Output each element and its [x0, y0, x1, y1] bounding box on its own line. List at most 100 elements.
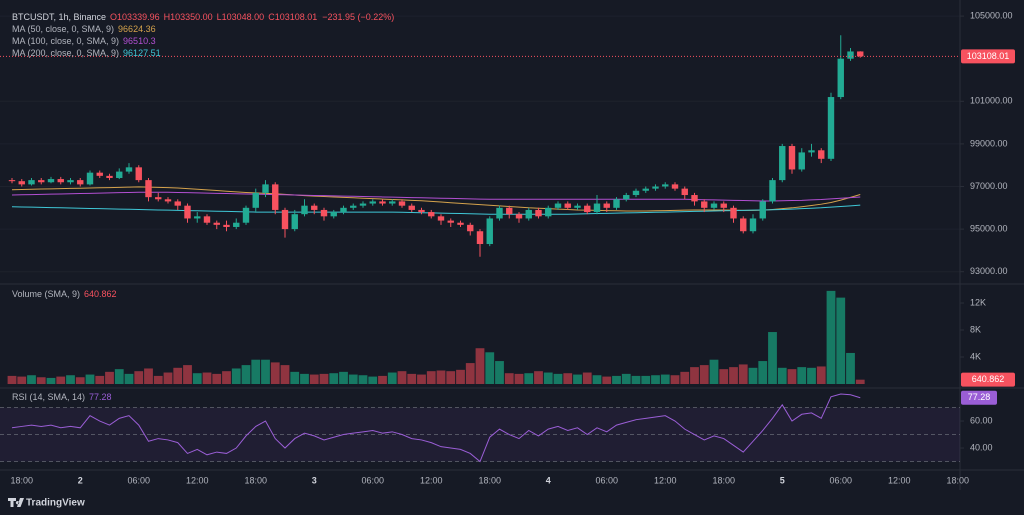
volume-bar: [407, 373, 417, 384]
volume-bar: [75, 377, 85, 384]
legend-value: 77.28: [89, 392, 112, 402]
plot-layer: [0, 35, 960, 463]
volume-bar: [173, 367, 183, 384]
volume-bar: [36, 377, 46, 384]
volume-bar: [456, 369, 465, 384]
volume-bar: [241, 365, 251, 384]
y-tick-label: 4K: [970, 351, 981, 361]
legend-ma: MA (200, close, 0, SMA, 9) 96127.51: [12, 48, 161, 58]
candle-body: [369, 201, 376, 204]
volume-bar: [27, 375, 36, 384]
ma-line: [11, 191, 861, 202]
volume-bar: [485, 352, 495, 384]
volume-bar: [855, 379, 865, 384]
candle-body: [203, 216, 211, 223]
candle-body: [818, 150, 825, 159]
volume-bar: [641, 375, 651, 384]
candle-body: [808, 150, 815, 153]
legend-value: 96624.36: [118, 24, 156, 34]
candle-body: [496, 207, 503, 219]
rsi-label-bg: [961, 390, 997, 405]
volume-bar: [758, 361, 768, 384]
candle-body: [350, 205, 357, 208]
candle-body: [447, 220, 454, 223]
volume-bar: [836, 297, 846, 384]
candle-body: [96, 172, 103, 176]
volume-bar: [582, 372, 592, 384]
volume-bar: [105, 371, 114, 384]
x-tick-label: 06:00: [361, 475, 384, 485]
candle-body: [613, 199, 620, 208]
volume-bar: [114, 369, 124, 384]
x-tick-label: 18:00: [478, 475, 501, 485]
volume-bar: [251, 359, 261, 384]
candle-body: [428, 212, 435, 217]
candle-body: [18, 181, 25, 185]
candle-body: [574, 205, 581, 208]
volume-label-bg: [961, 372, 1015, 387]
volume-bar: [7, 375, 17, 384]
volume-bar: [66, 375, 75, 384]
y-tick-label: 101000.00: [970, 96, 1013, 106]
candle-body: [311, 205, 318, 210]
volume-bar: [290, 371, 300, 384]
ohlc-high: H103350.00: [164, 12, 213, 22]
volume-bar: [124, 373, 134, 384]
volume-bar: [553, 373, 563, 384]
candle-body: [769, 180, 776, 202]
candle-body: [632, 190, 640, 196]
candle-body: [554, 203, 562, 208]
candle-body: [730, 207, 737, 219]
legend-name: MA (50, close, 0, SMA, 9): [12, 24, 114, 34]
y-tick-label: 40.00: [970, 442, 993, 452]
candle-body: [320, 209, 328, 217]
candle-body: [125, 167, 133, 172]
candle-body: [486, 218, 493, 245]
legend-volume: Volume (SMA, 9) 640.862: [12, 289, 117, 299]
volume-bar: [573, 374, 582, 384]
rsi-label: 77.28: [968, 392, 991, 402]
candle-body: [798, 152, 805, 170]
volume-bar: [134, 371, 144, 384]
candle-body: [847, 51, 854, 59]
volume-bar: [768, 332, 777, 384]
x-tick-label: 2: [78, 475, 83, 485]
candle-body: [194, 216, 201, 219]
volume-bar: [436, 370, 446, 384]
candle-body: [662, 184, 669, 187]
candle-body: [603, 203, 610, 208]
volume-bar: [163, 372, 173, 384]
candle-body: [340, 207, 347, 213]
x-tick-label: 18:00: [10, 475, 33, 485]
volume-bar: [202, 372, 212, 384]
volume-bar: [631, 375, 641, 384]
y-tick-label: 60.00: [970, 415, 993, 425]
y-tick-label: 93000.00: [970, 266, 1008, 276]
volume-bar: [709, 359, 719, 384]
legend-ma: MA (100, close, 0, SMA, 9) 96510.3: [12, 36, 156, 46]
brand-name: TradingView: [26, 498, 85, 509]
candle-body: [740, 218, 747, 232]
candle-body: [467, 224, 474, 232]
volume-bar: [846, 352, 855, 384]
volume-bar: [387, 372, 397, 384]
candle-body: [515, 214, 523, 219]
y-tick-label: 99000.00: [970, 138, 1008, 148]
volume-bar: [446, 371, 456, 384]
volume-bar: [651, 375, 660, 384]
legend-name: Volume (SMA, 9): [12, 289, 80, 299]
volume-bar: [738, 364, 748, 384]
volume-bar: [348, 374, 358, 384]
ma-line: [11, 186, 861, 212]
logo: [8, 498, 24, 507]
candle-body: [116, 171, 123, 178]
volume-bar: [563, 373, 573, 384]
x-tick-label: 18:00: [244, 475, 267, 485]
legend-value: 96510.3: [123, 36, 156, 46]
legend-value: 96127.51: [123, 48, 161, 58]
candle-body: [330, 212, 337, 217]
volume-bar: [719, 369, 729, 384]
candle-body: [262, 184, 269, 193]
